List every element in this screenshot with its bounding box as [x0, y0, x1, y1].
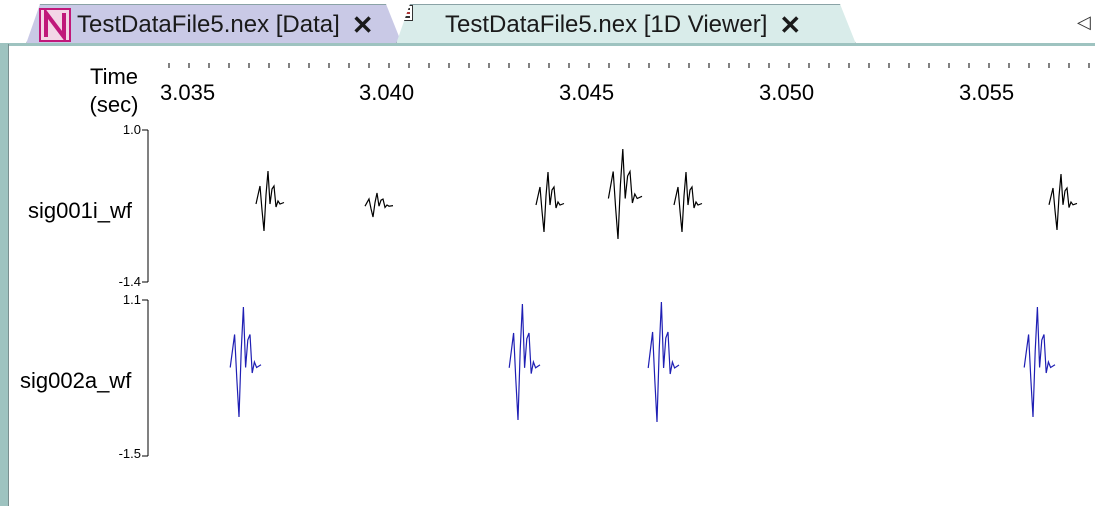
- channel-2-min: -1.5: [118, 446, 141, 461]
- tab-strip-baseline: [0, 43, 1095, 46]
- waveform-trace: [1023, 306, 1056, 418]
- time-axis-unit: (sec): [89, 92, 139, 117]
- time-axis-label: Time: [89, 64, 139, 89]
- tick-label: 3.045: [559, 80, 615, 105]
- tab-data-close-icon[interactable]: ✕: [351, 9, 374, 40]
- tick-label: 3.050: [759, 80, 815, 105]
- one-d-viewer[interactable]: Time (sec) 3.035 3.040 3.045 3.050 3.055…: [9, 46, 1095, 506]
- channel-1-min: -1.4: [118, 274, 141, 289]
- frame-edge-line: [8, 44, 9, 506]
- waveform-trace: [255, 170, 285, 232]
- channel-1-max: 1.0: [122, 122, 141, 137]
- waveform-trace: [364, 192, 394, 218]
- viewer-grid-icon: [397, 5, 439, 33]
- tick-label: 3.055: [959, 80, 1015, 105]
- frame-edge: [0, 44, 8, 506]
- tab-viewer-close-icon[interactable]: ✕: [779, 9, 802, 40]
- tab-data-label: TestDataFile5.nex [Data]: [77, 10, 340, 38]
- channel-2-max: 1.1: [122, 292, 141, 307]
- waveform-trace: [229, 306, 262, 418]
- tab-1d-viewer[interactable]: TestDataFile5.nex [1D Viewer] ✕: [396, 4, 856, 44]
- tick-label: 3.040: [359, 80, 415, 105]
- waveform-trace: [1048, 173, 1078, 231]
- waveform-trace: [673, 171, 703, 233]
- waveform-plot: [142, 63, 1090, 457]
- channel-1-name[interactable]: sig001i_wf: [28, 198, 132, 223]
- tab-scroll-left-icon[interactable]: ◁: [1077, 12, 1091, 32]
- tab-viewer-label: TestDataFile5.nex [1D Viewer]: [445, 10, 768, 38]
- tick-label: 3.035: [160, 80, 216, 105]
- waveform-trace: [535, 171, 565, 233]
- waveform-trace: [508, 303, 541, 421]
- nex-app-icon: [39, 7, 71, 42]
- waveform-trace: [647, 301, 680, 423]
- waveform-trace: [607, 148, 643, 240]
- channel-2-name[interactable]: sig002a_wf: [20, 368, 132, 393]
- tab-data[interactable]: TestDataFile5.nex [Data] ✕: [26, 4, 402, 44]
- tab-strip: TestDataFile5.nex [Data] ✕ TestDataFile5…: [0, 0, 1095, 46]
